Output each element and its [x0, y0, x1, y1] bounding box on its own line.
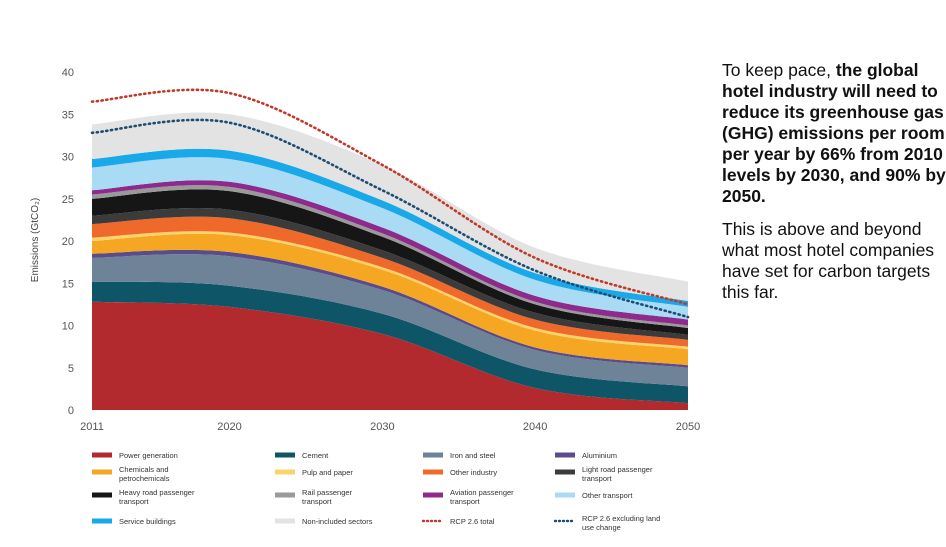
legend-swatch — [423, 452, 443, 458]
area-power-generation — [92, 301, 688, 410]
legend-label: Power generation — [119, 451, 178, 460]
y-tick-label: 15 — [62, 278, 74, 290]
y-tick-label: 20 — [62, 236, 74, 248]
legend: Power generation Cement Iron and steel Alum… — [92, 451, 660, 532]
legend-item-cement: Cement — [275, 451, 329, 460]
legend-swatch — [275, 518, 295, 524]
legend-item-aluminium: Aluminium — [555, 451, 617, 460]
legend-swatch — [92, 492, 112, 498]
legend-item-rcp-2-6-total: RCP 2.6 total — [421, 517, 495, 526]
legend-label: Rail passenger transport — [302, 488, 353, 506]
y-tick-label: 35 — [62, 109, 74, 121]
legend-swatch — [275, 469, 295, 475]
legend-item-other-industry: Other industry — [423, 468, 497, 477]
legend-swatch — [92, 518, 112, 524]
legend-item-rail-passenger-transport: Rail passenger transport — [275, 488, 353, 506]
legend-label: RCP 2.6 excluding land use change — [582, 514, 660, 532]
rcp-lines — [90, 88, 690, 319]
area-non-included-sectors — [92, 112, 688, 301]
y-tick-label: 40 — [62, 67, 74, 79]
legend-item-non-included-sectors: Non-included sectors — [275, 517, 373, 526]
legend-swatch — [92, 469, 112, 475]
legend-item-heavy-road-passenger-transport: Heavy road passenger transport — [92, 488, 195, 506]
y-tick-label: 30 — [62, 152, 74, 164]
area-cement — [92, 281, 688, 404]
stacked-areas — [92, 112, 688, 410]
legend-swatch — [275, 452, 295, 458]
x-tick-label: 2011 — [80, 421, 104, 433]
legend-swatch — [423, 492, 443, 498]
legend-item-power-generation: Power generation — [92, 451, 178, 460]
legend-swatch — [555, 469, 575, 475]
line-rcp-2-6-excluding-land-use-change — [90, 118, 690, 319]
lead-normal-text: To keep pace, — [722, 60, 836, 80]
note-paragraph: This is above and beyond what most hotel… — [722, 219, 935, 302]
legend-swatch — [423, 469, 443, 475]
legend-swatch — [275, 492, 295, 498]
legend-item-iron-and-steel: Iron and steel — [423, 451, 496, 460]
legend-label: Other industry — [450, 468, 497, 477]
legend-label: RCP 2.6 total — [450, 517, 495, 526]
legend-label: Iron and steel — [450, 451, 496, 460]
y-tick-label: 25 — [62, 194, 74, 206]
legend-item-light-road-passenger-transport: Light road passenger transport — [555, 465, 653, 483]
legend-swatch — [555, 452, 575, 458]
area-chemicals-and-petrochemicals — [92, 233, 688, 366]
legend-label: Aluminium — [582, 451, 617, 460]
lead-bold-text: the global hotel industry will need to r… — [722, 60, 946, 206]
legend-label: Other transport — [582, 491, 633, 500]
area-heavy-road-passenger-transport — [92, 189, 688, 335]
legend-item-rcp-2-6-excluding-land-use-change: RCP 2.6 excluding land use change — [553, 514, 660, 532]
legend-swatch — [555, 492, 575, 498]
legend-label: Chemicals and petrochemicals — [119, 465, 170, 483]
legend-label: Light road passenger transport — [582, 465, 653, 483]
legend-label: Service buildings — [119, 517, 176, 526]
x-tick-label: 2020 — [217, 421, 241, 433]
legend-label: Cement — [302, 451, 329, 460]
legend-item-service-buildings: Service buildings — [92, 517, 176, 526]
legend-item-chemicals-and-petrochemicals: Chemicals and petrochemicals — [92, 465, 170, 483]
x-tick-label: 2030 — [370, 421, 394, 433]
area-iron-and-steel — [92, 254, 688, 387]
legend-swatch — [92, 452, 112, 458]
emissions-chart: 0 5 10 15 20 25 30 35 40 2011 2020 2030 2040 2050 Emi… — [30, 67, 700, 532]
y-tick-label: 5 — [68, 363, 74, 375]
y-tick-label: 10 — [62, 321, 74, 333]
y-axis-label: Emissions (GtCO₂) — [30, 198, 41, 282]
area-other-transport — [92, 157, 688, 320]
x-tick-label: 2050 — [676, 421, 700, 433]
axes: 0 5 10 15 20 25 30 35 40 2011 2020 2030 2040 2050 — [62, 67, 700, 433]
legend-label: Non-included sectors — [302, 517, 373, 526]
legend-item-pulp-and-paper: Pulp and paper — [275, 468, 353, 477]
legend-label: Pulp and paper — [302, 468, 353, 477]
area-other-industry — [92, 216, 688, 347]
x-tick-label: 2040 — [523, 421, 547, 433]
text-panel: To keep pace, the global hotel industry … — [722, 60, 946, 303]
line-rcp-2-6-total — [90, 88, 690, 306]
y-tick-label: 0 — [68, 405, 74, 417]
lead-paragraph: To keep pace, the global hotel industry … — [722, 60, 946, 207]
legend-item-aviation-passenger-transport: Aviation passenger transport — [423, 488, 514, 506]
legend-label: Aviation passenger transport — [450, 488, 514, 506]
legend-label: Heavy road passenger transport — [119, 488, 195, 506]
legend-item-other-transport: Other transport — [555, 491, 633, 500]
